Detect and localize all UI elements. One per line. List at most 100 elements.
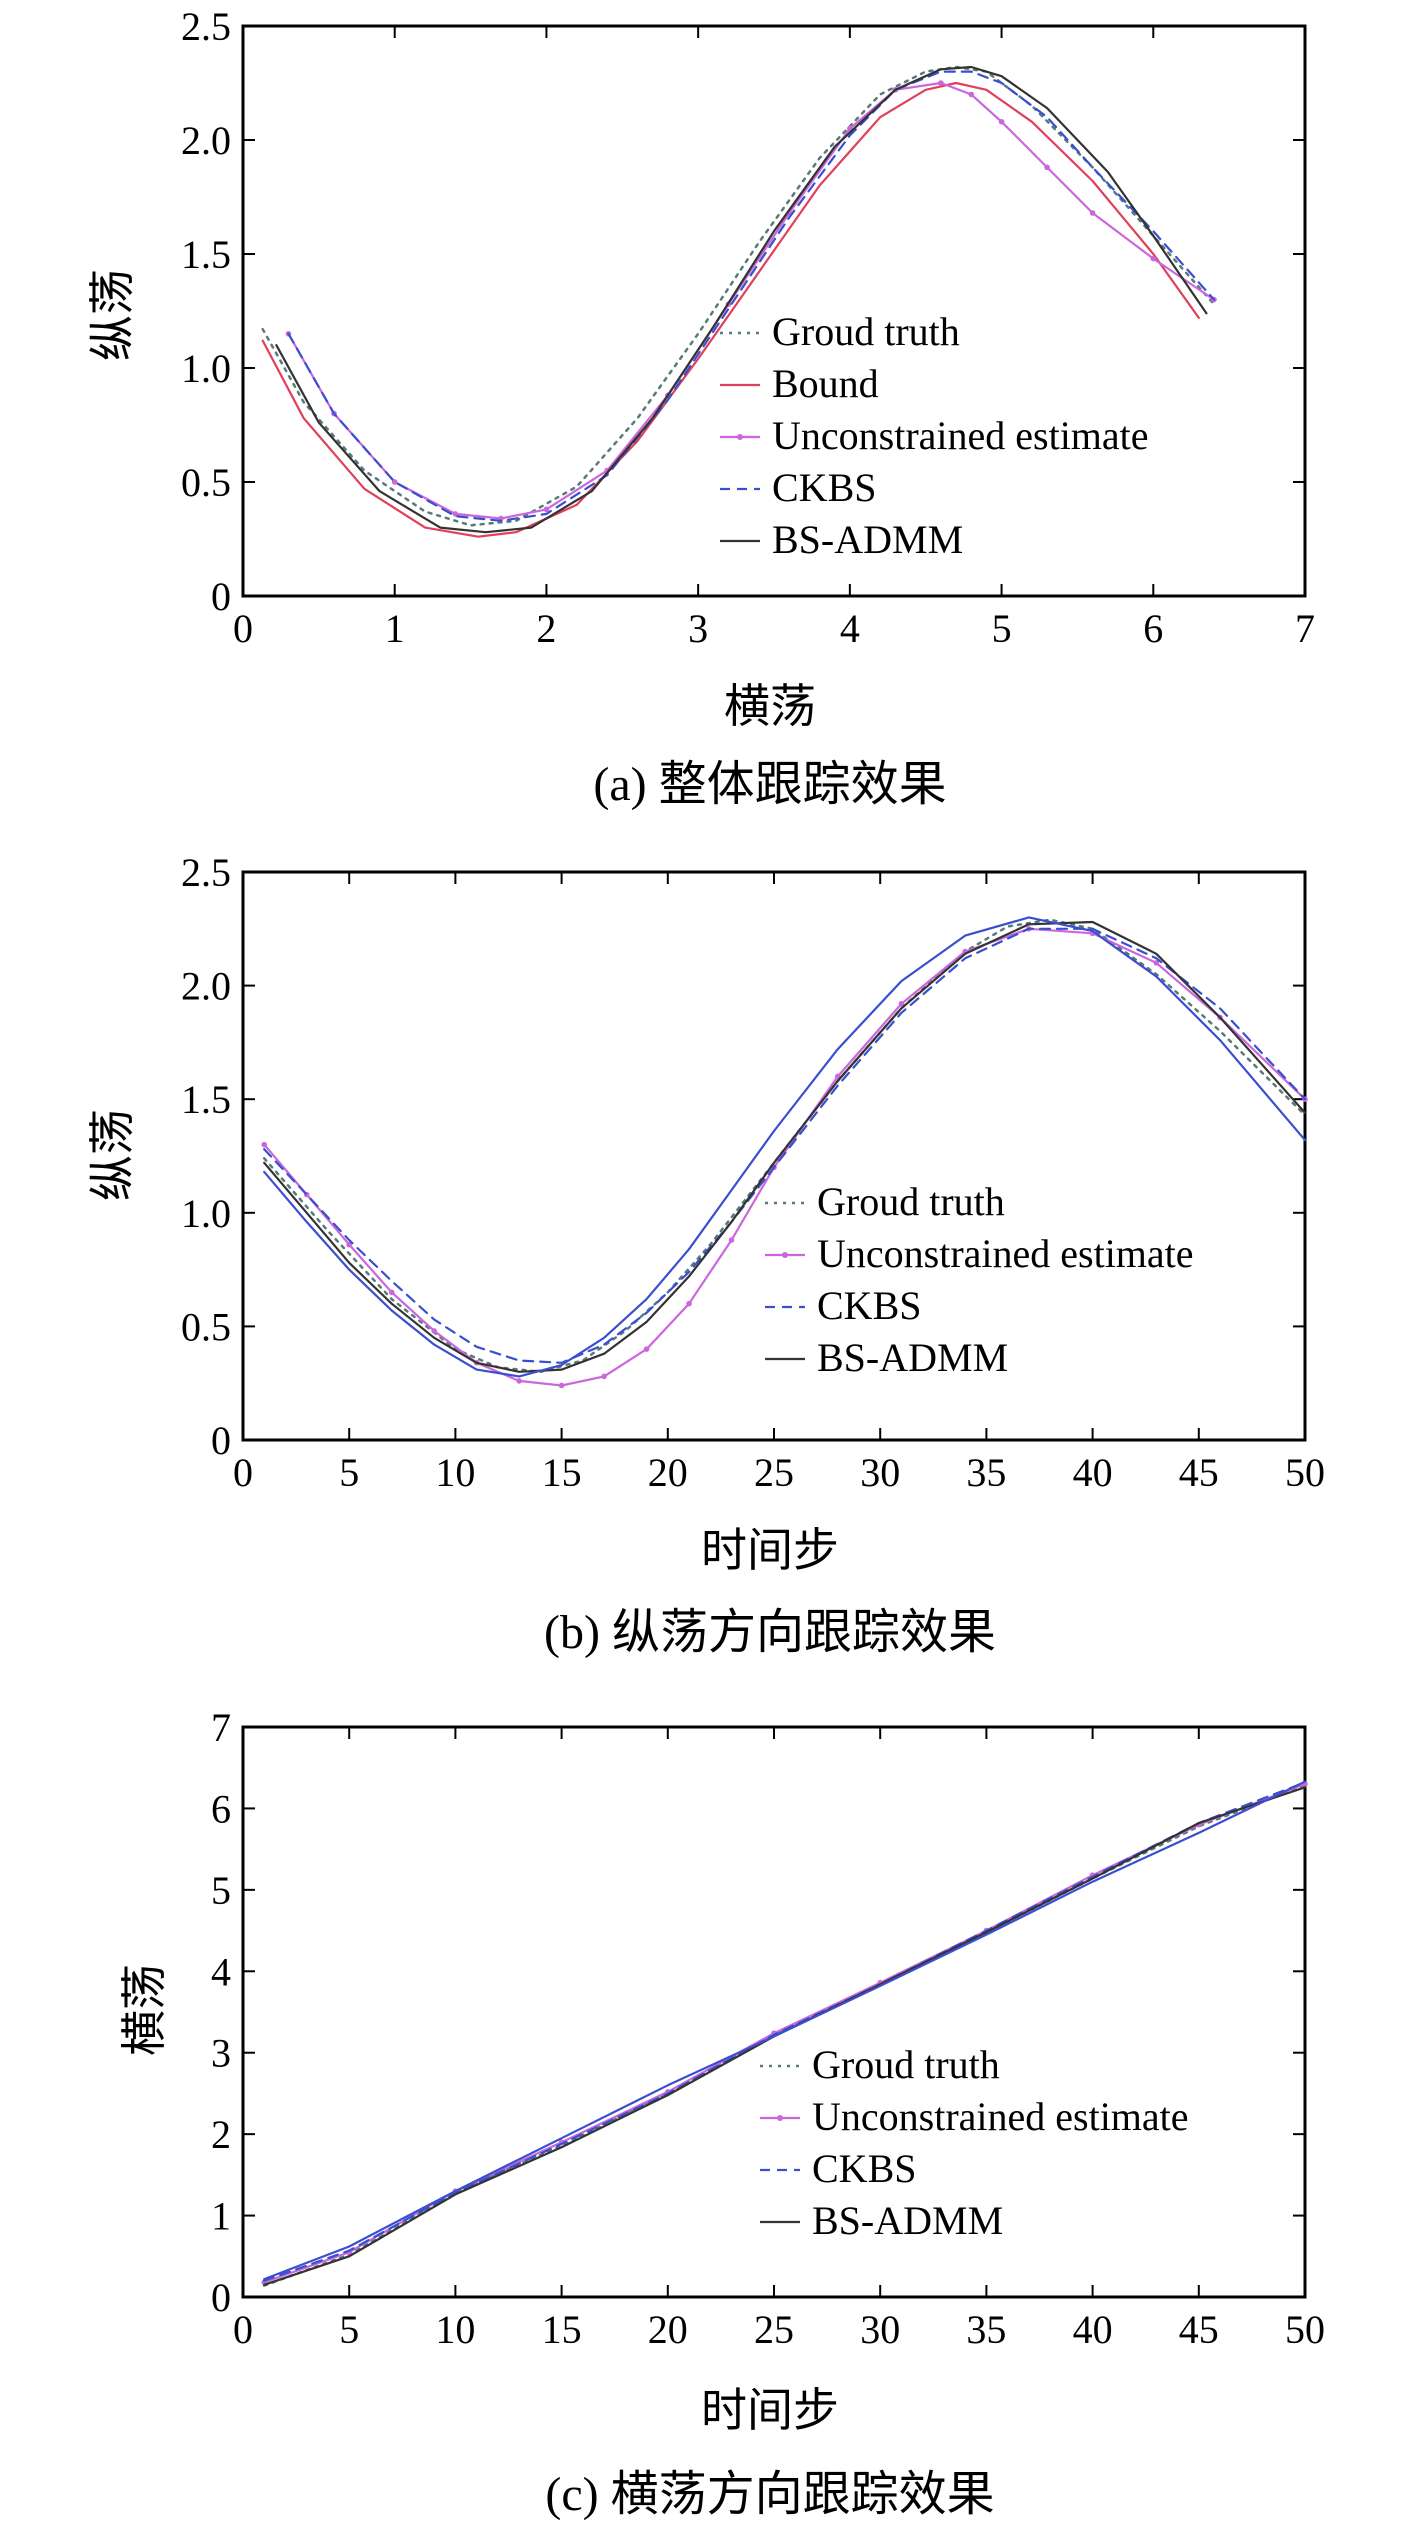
panel-b-legend-entry: CKBS bbox=[817, 1283, 922, 1328]
panel-b-series-1-point bbox=[643, 1346, 650, 1352]
panel-a-ytick-label: 0.5 bbox=[181, 460, 231, 505]
panel-b-series-1-point bbox=[898, 1000, 905, 1007]
panel-b-xtick-label: 25 bbox=[754, 1450, 794, 1495]
panel-a-series-2-point bbox=[452, 511, 459, 517]
panel-c-series-1-line bbox=[263, 1782, 1307, 2284]
panel-a-ytick-label: 0 bbox=[211, 574, 231, 619]
panel-b-series-2-line bbox=[263, 927, 1307, 1364]
panel-a-xtick-label: 6 bbox=[1143, 606, 1163, 651]
panel-a: 0 1 2 3 4 5 6 7 0 0.5 1.0 1.5 2.0 2.5 Groud truth Bound… bbox=[87, 4, 1315, 811]
panel-a-ytick-label: 2.5 bbox=[181, 4, 231, 49]
panel-b: 0 5 10 15 20 25 30 35 40 45 50 0 0.5 1.0 1.5 2.0 2.5 Grou… bbox=[87, 850, 1325, 1659]
panel-a-legend-entry: BS-ADMM bbox=[772, 517, 963, 562]
panel-a-series-2-point bbox=[998, 118, 1005, 125]
panel-b-xtick-label: 45 bbox=[1179, 1450, 1219, 1495]
panel-b-xtick-label: 40 bbox=[1073, 1450, 1113, 1495]
panel-c-xtick-label: 15 bbox=[542, 2307, 582, 2352]
panel-b-ytick-label: 1.0 bbox=[181, 1191, 231, 1236]
panel-c-ytick-label: 3 bbox=[211, 2031, 231, 2076]
panel-b-series-1-point bbox=[261, 1141, 268, 1148]
panel-b-xtick-label: 50 bbox=[1285, 1450, 1325, 1495]
panel-b-series-1-line bbox=[263, 927, 1307, 1387]
panel-b-series-1-point bbox=[431, 1328, 437, 1334]
panel-a-series-3-line bbox=[287, 70, 1216, 522]
panel-c-ytick-label: 4 bbox=[211, 1949, 231, 1994]
panel-c-xtick-label: 10 bbox=[435, 2307, 475, 2352]
panel-b-xtick-label: 35 bbox=[966, 1450, 1006, 1495]
panel-a-legend-entry: Groud truth bbox=[772, 309, 960, 354]
panel-c-xtick-label: 5 bbox=[339, 2307, 359, 2352]
panel-b-legend-entry: BS-ADMM bbox=[817, 1335, 1008, 1380]
panel-b-series-3-line bbox=[263, 920, 1307, 1373]
panel-a-series-2-point bbox=[1044, 164, 1050, 171]
panel-b-ytick-label: 2.0 bbox=[181, 964, 231, 1009]
panel-b-xtick-label: 0 bbox=[233, 1450, 253, 1495]
panel-b-caption: (b) 纵荡方向跟踪效果 bbox=[544, 1606, 996, 1659]
panel-b-series-0-line bbox=[262, 918, 1307, 1374]
panel-a-ytick-label: 1.0 bbox=[181, 346, 231, 391]
panel-b-legend-entry: Unconstrained estimate bbox=[817, 1231, 1194, 1276]
panel-b-ytick-label: 0 bbox=[211, 1418, 231, 1463]
panel-a-ytick-label: 1.5 bbox=[181, 232, 231, 277]
panel-c-xtick-label: 50 bbox=[1285, 2307, 1325, 2352]
panel-a-legend-entry: Bound bbox=[772, 361, 879, 406]
panel-a-xtick-label: 5 bbox=[992, 606, 1012, 651]
panel-c-xlabel: 时间步 bbox=[701, 2385, 839, 2436]
panel-b-series-1-point bbox=[516, 1378, 522, 1384]
panel-a-xtick-label: 7 bbox=[1295, 606, 1315, 651]
panel-b-series-4-line bbox=[263, 916, 1307, 1378]
panel-b-series-1-point bbox=[558, 1382, 565, 1389]
panel-b-ytick-label: 2.5 bbox=[181, 850, 231, 895]
panel-b-xtick-label: 5 bbox=[339, 1450, 359, 1495]
panel-c-ytick-label: 6 bbox=[211, 1786, 231, 1831]
panel-b-xtick-label: 15 bbox=[542, 1450, 582, 1495]
panel-c-legend-entry: Groud truth bbox=[812, 2042, 1000, 2087]
panel-c-xtick-label: 0 bbox=[233, 2307, 253, 2352]
panel-a-series-2-point bbox=[968, 91, 975, 98]
panel-c-legend-entry: BS-ADMM bbox=[812, 2198, 1003, 2243]
panel-c-ytick-label: 5 bbox=[211, 1868, 231, 1913]
panel-a-legend-entry: CKBS bbox=[772, 465, 877, 510]
panel-c-xtick-label: 35 bbox=[966, 2307, 1006, 2352]
panel-c-ytick-label: 0 bbox=[211, 2275, 231, 2320]
panel-a-plot: 0 1 2 3 4 5 6 7 0 0.5 1.0 1.5 2.0 2.5 Groud truth Bound… bbox=[181, 4, 1315, 651]
panel-a-series-2-point bbox=[391, 479, 398, 485]
panel-c-xtick-label: 30 bbox=[860, 2307, 900, 2352]
panel-c-ytick-label: 2 bbox=[211, 2112, 231, 2157]
panel-c-ylabel: 横荡 bbox=[119, 1964, 170, 2056]
panel-c-series-4-line bbox=[263, 1780, 1307, 2281]
panel-c-legend-marker bbox=[777, 2115, 783, 2121]
panel-a-xtick-label: 1 bbox=[385, 606, 405, 651]
panel-a-xtick-label: 4 bbox=[840, 606, 860, 651]
panel-c-legend-entry: Unconstrained estimate bbox=[812, 2094, 1189, 2139]
panel-b-series-1-point bbox=[1153, 960, 1160, 966]
panel-b-xtick-label: 20 bbox=[648, 1450, 688, 1495]
panel-a-caption: (a) 整体跟踪效果 bbox=[593, 758, 946, 811]
panel-a-xtick-label: 3 bbox=[688, 606, 708, 651]
panel-c-ytick-label: 7 bbox=[211, 1705, 231, 1750]
panel-b-series-1-point bbox=[686, 1300, 692, 1307]
panel-a-xtick-label: 2 bbox=[536, 606, 556, 651]
panel-a-legend-marker bbox=[737, 434, 743, 440]
panel-c-caption: (c) 横荡方向跟踪效果 bbox=[545, 2468, 994, 2521]
panel-b-xlabel: 时间步 bbox=[701, 1525, 839, 1576]
panel-a-series-2-point bbox=[1150, 255, 1157, 262]
panel-a-ytick-label: 2.0 bbox=[181, 118, 231, 163]
panel-a-xtick-label: 0 bbox=[233, 606, 253, 651]
panel-b-ytick-label: 1.5 bbox=[181, 1077, 231, 1122]
panel-b-legend-entry: Groud truth bbox=[817, 1179, 1005, 1224]
panel-b-xtick-label: 10 bbox=[435, 1450, 475, 1495]
panel-c-xtick-label: 45 bbox=[1179, 2307, 1219, 2352]
panel-c-legend-entry: CKBS bbox=[812, 2146, 917, 2191]
panel-a-series-2-point bbox=[543, 506, 550, 513]
panel-a-ylabel: 纵荡 bbox=[87, 269, 138, 361]
panel-a-series-2-point bbox=[1089, 210, 1096, 216]
panel-b-ylabel: 纵荡 bbox=[87, 1109, 138, 1201]
panel-b-xtick-label: 30 bbox=[860, 1450, 900, 1495]
panel-a-series-2-point bbox=[938, 80, 944, 86]
panel-c-xtick-label: 20 bbox=[648, 2307, 688, 2352]
panel-b-series-1-point bbox=[728, 1237, 735, 1243]
